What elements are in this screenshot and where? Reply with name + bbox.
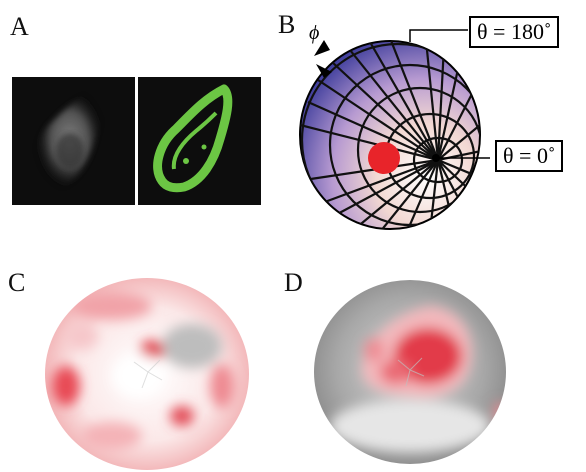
polar-map-d bbox=[314, 280, 506, 464]
cell-micrograph-grayscale bbox=[12, 77, 135, 205]
polar-sphere bbox=[299, 29, 490, 230]
phi-arrow-icon bbox=[314, 40, 330, 56]
polar-map-c bbox=[45, 278, 249, 470]
panel-label-d: D bbox=[284, 268, 303, 297]
panel-label-a: A bbox=[10, 12, 29, 41]
cell-outline-segmented bbox=[138, 77, 261, 205]
theta-180-label: θ = 180˚ bbox=[469, 16, 560, 48]
panel-label-c: C bbox=[8, 268, 26, 297]
panel-label-b: B bbox=[278, 10, 296, 39]
pole-marker bbox=[368, 142, 400, 174]
theta-0-label: θ = 0˚ bbox=[495, 140, 564, 172]
phi-label: ϕ bbox=[309, 22, 320, 44]
